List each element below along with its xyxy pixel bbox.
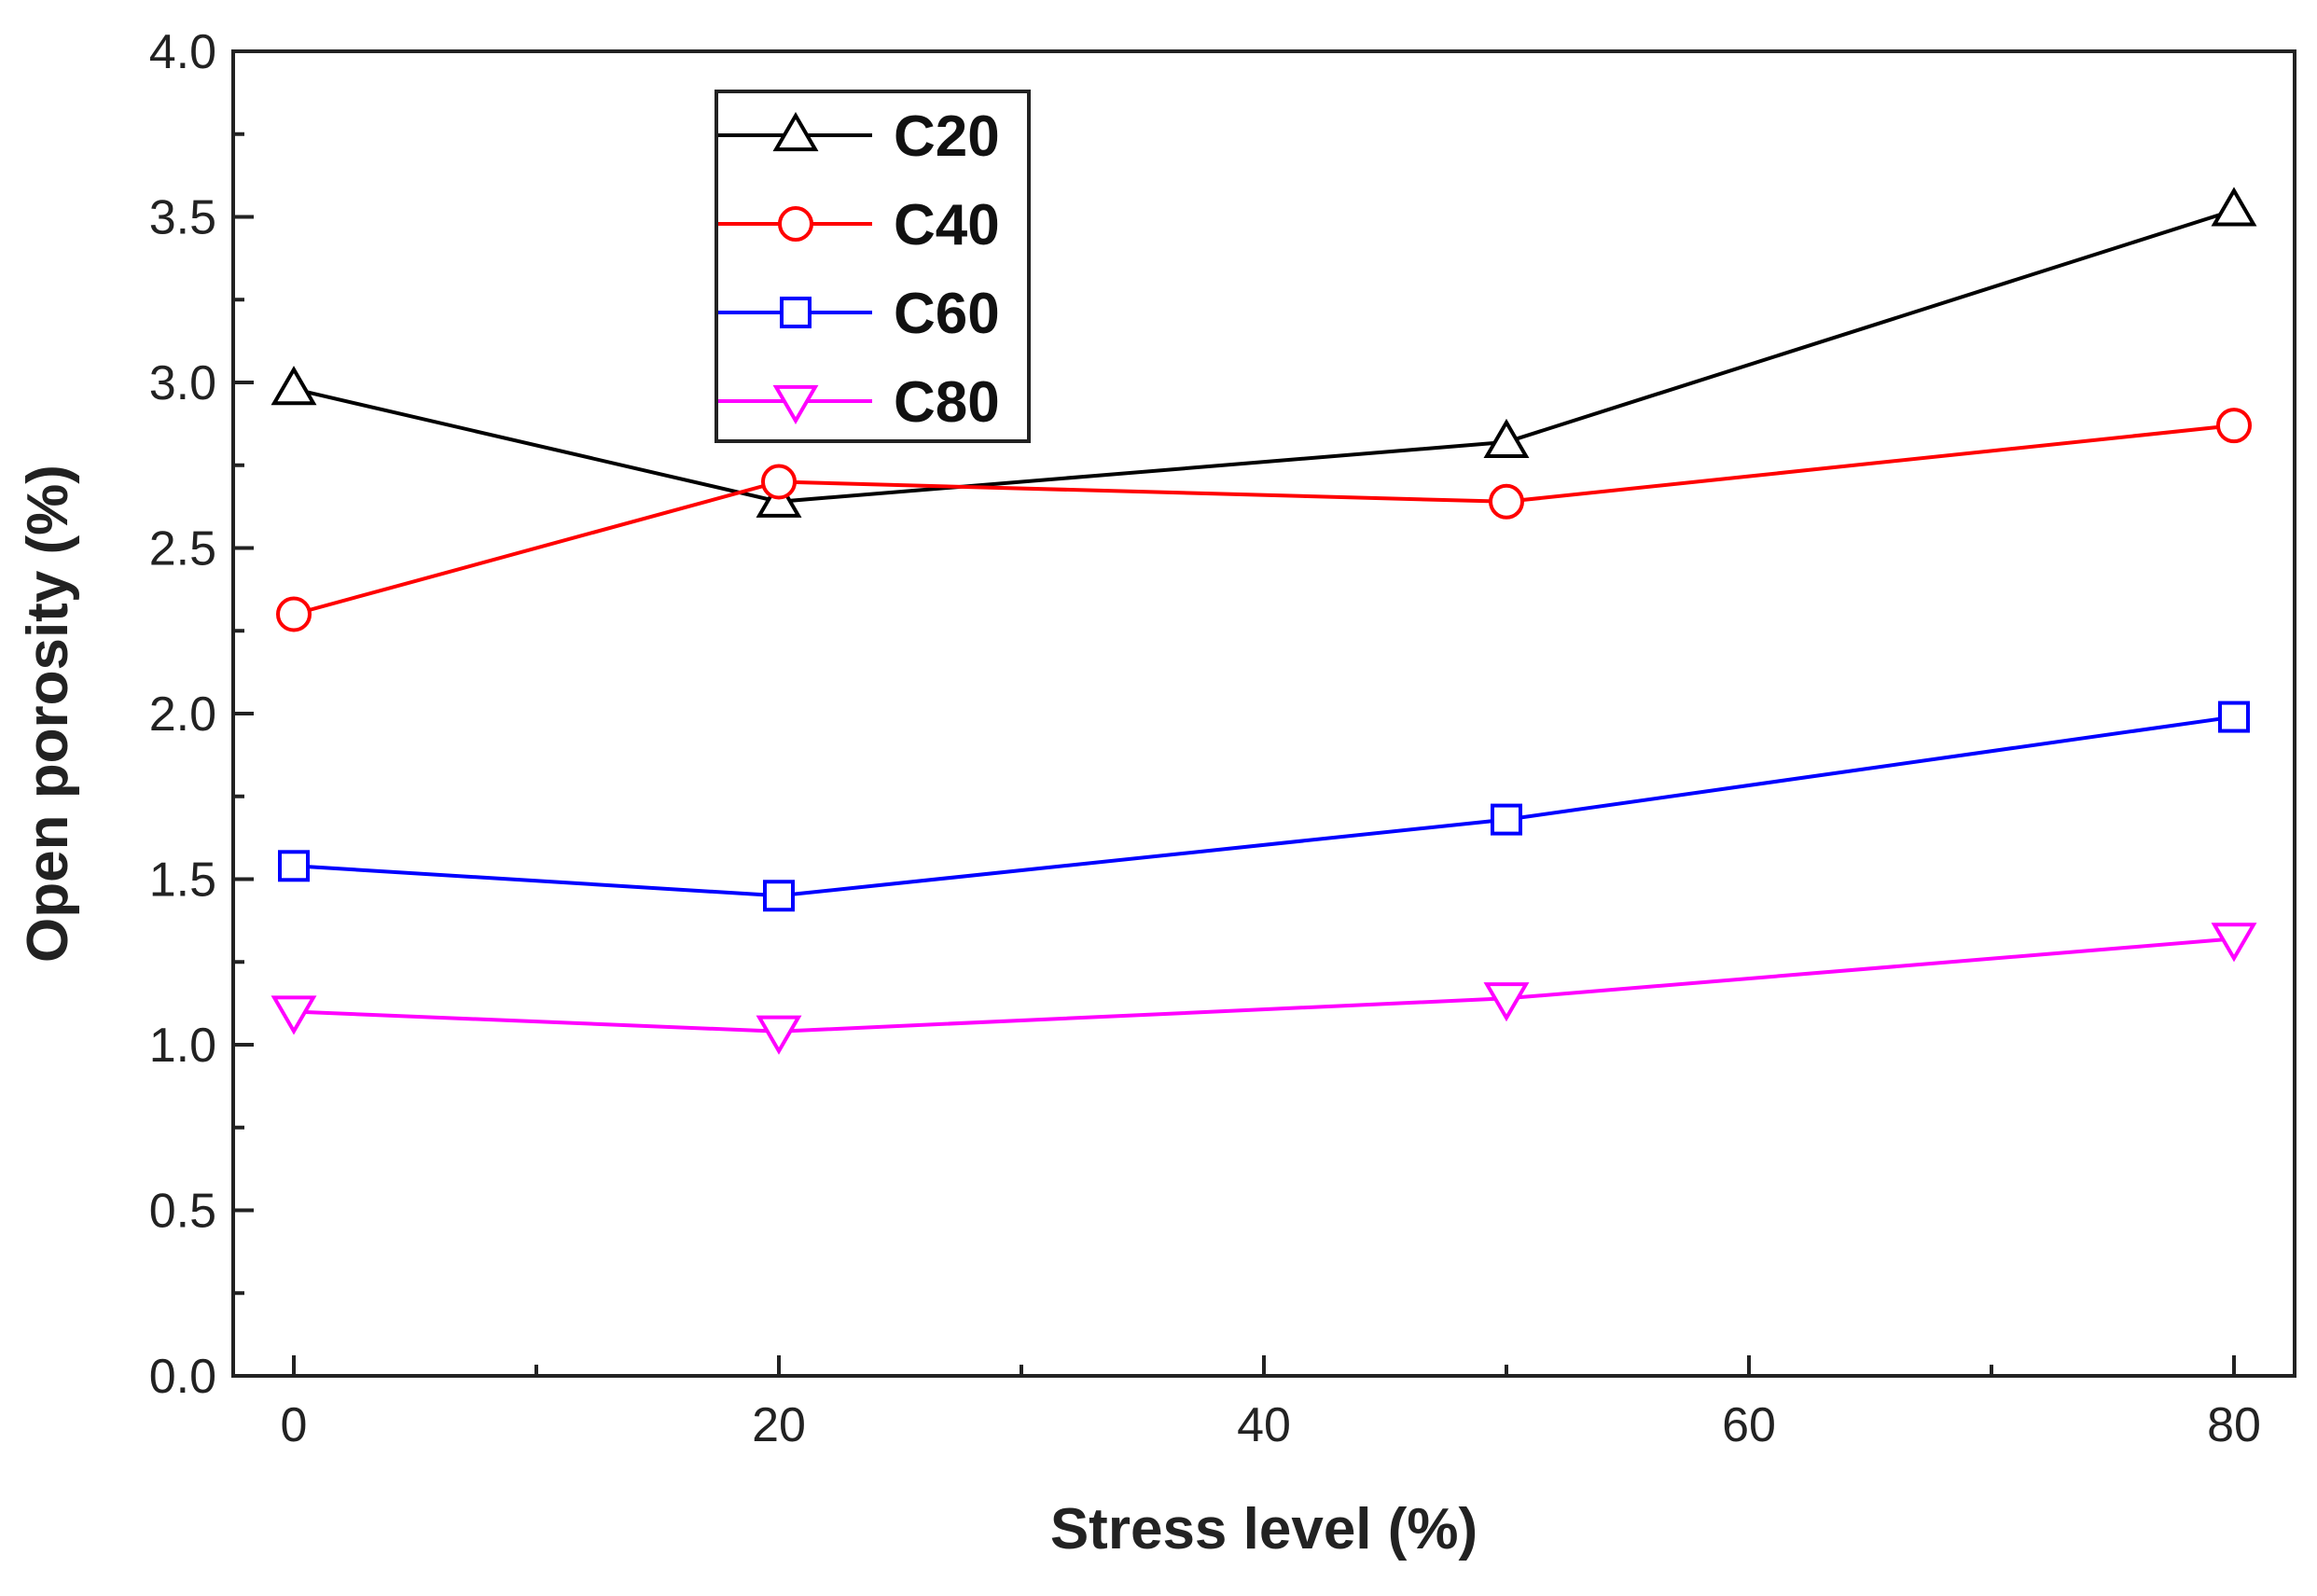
x-tick-label: 0 xyxy=(281,1398,308,1452)
data-point-c60 xyxy=(278,850,310,882)
data-point-c20 xyxy=(1483,418,1530,459)
series-line-c20 xyxy=(293,208,2235,504)
y-tick-label: 3.5 xyxy=(149,191,216,245)
data-point-c80 xyxy=(756,1015,802,1055)
x-tick-label: 60 xyxy=(1722,1398,1776,1452)
y-tick-label: 1.0 xyxy=(149,1019,216,1073)
data-point-c40 xyxy=(761,464,797,500)
series-line-c80 xyxy=(293,937,2235,1034)
legend-label-c60: C60 xyxy=(894,282,1000,346)
data-point-c20 xyxy=(2211,187,2257,227)
legend-marker-c60 xyxy=(780,297,812,328)
data-point-c40 xyxy=(276,596,312,632)
legend-label-c20: C20 xyxy=(894,104,1000,169)
series-c60 xyxy=(278,701,2250,912)
data-point-c40 xyxy=(1489,483,1524,520)
series-c40 xyxy=(276,408,2252,632)
y-tick-label: 3.0 xyxy=(149,356,216,410)
series-line-c60 xyxy=(293,715,2235,898)
legend-box xyxy=(715,90,1031,443)
x-axis-title: Stress level (%) xyxy=(1050,1497,1478,1561)
series-layer xyxy=(271,187,2257,1055)
data-point-c80 xyxy=(1483,982,1530,1022)
x-tick-label: 40 xyxy=(1237,1398,1291,1452)
plot-frame xyxy=(231,49,2296,1378)
y-tick-label: 2.0 xyxy=(149,687,216,742)
series-line-c40 xyxy=(293,423,2235,617)
legend-label-c80: C80 xyxy=(894,370,1000,435)
data-point-c60 xyxy=(1491,803,1522,836)
data-point-c80 xyxy=(271,995,317,1035)
data-point-c20 xyxy=(271,366,317,406)
legend-marker-c20 xyxy=(772,112,819,152)
legend-marker-c80 xyxy=(772,384,819,424)
data-point-c40 xyxy=(2216,408,2252,444)
y-tick-label: 4.0 xyxy=(149,25,216,79)
legend-label-c40: C40 xyxy=(894,193,1000,257)
y-tick-label: 1.5 xyxy=(149,854,216,908)
data-point-c60 xyxy=(763,880,795,912)
legend: C20 C40 C60 C80 xyxy=(715,90,1031,443)
data-point-c60 xyxy=(2218,701,2250,733)
x-tick-label: 20 xyxy=(752,1398,806,1452)
data-point-c80 xyxy=(2211,923,2257,963)
x-tick-label: 80 xyxy=(2207,1398,2261,1452)
series-c80 xyxy=(271,923,2257,1055)
series-c20 xyxy=(271,187,2257,518)
y-tick-label: 0.0 xyxy=(149,1350,216,1404)
axis-ticks: 0.0 0.5 1.0 1.5 2.0 2.5 3.0 3.5 4.0 0 20 40 60 80 xyxy=(149,25,2261,1452)
y-tick-label: 2.5 xyxy=(149,522,216,576)
y-axis-title: Open porosity (%) xyxy=(16,465,80,963)
legend-marker-c40 xyxy=(778,206,813,242)
y-tick-label: 0.5 xyxy=(149,1185,216,1239)
